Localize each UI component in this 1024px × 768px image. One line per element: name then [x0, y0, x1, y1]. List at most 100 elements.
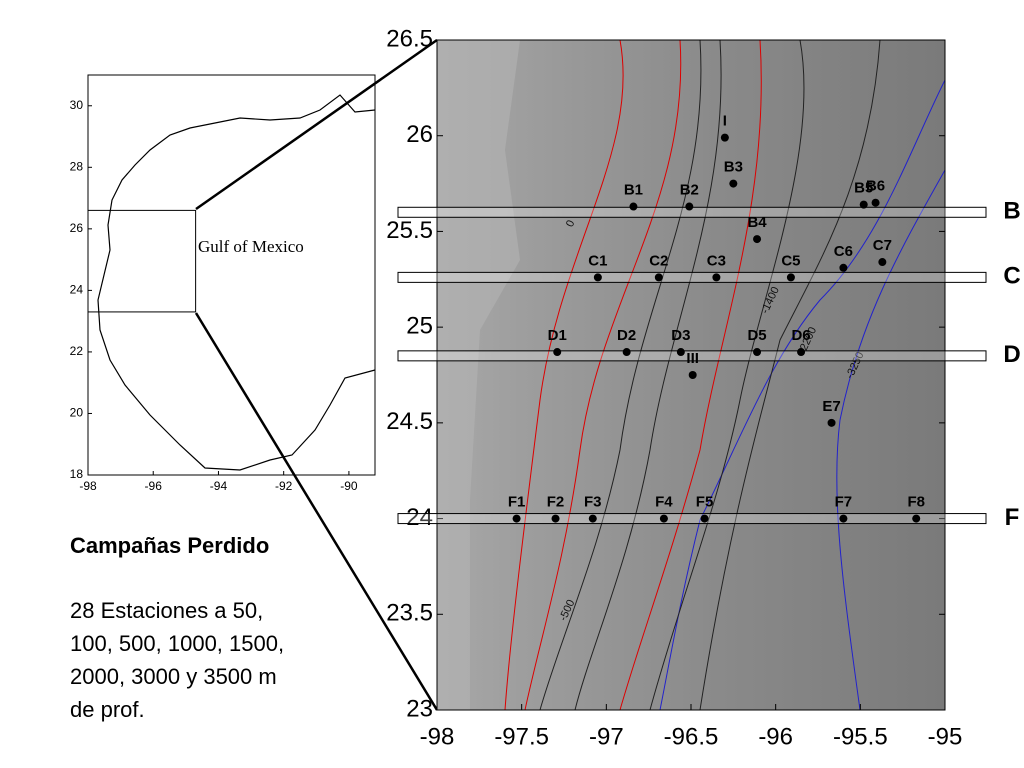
contour [699, 40, 881, 710]
station-label: F1 [508, 494, 526, 511]
x-tick-label: -94 [210, 479, 228, 493]
station-label: D1 [548, 327, 567, 344]
station [688, 371, 697, 379]
y-tick-label: 25.5 [386, 217, 433, 244]
station [720, 133, 729, 142]
station [729, 179, 738, 188]
station [685, 202, 694, 211]
transect-label: B [1003, 198, 1020, 225]
station-label: III [686, 350, 699, 367]
station-label: B1 [624, 182, 643, 199]
zoom-line [194, 312, 439, 711]
station [654, 273, 663, 282]
y-tick-label: 25 [406, 312, 433, 339]
station-label: D2 [617, 327, 636, 344]
transect [397, 513, 987, 525]
station [827, 418, 836, 427]
station [593, 273, 602, 282]
x-tick-label: -95.5 [833, 723, 888, 750]
station [712, 273, 721, 282]
station [551, 514, 560, 523]
station-label: F2 [547, 494, 565, 511]
zoom-line [195, 38, 438, 211]
station-label: F3 [584, 494, 602, 511]
station-label: B4 [747, 214, 767, 231]
station-label: C3 [707, 252, 726, 269]
y-tick-label: 22 [70, 344, 84, 358]
station [629, 202, 638, 211]
station-label: B5 [854, 180, 873, 197]
transect-label: C [1003, 263, 1020, 290]
station [753, 348, 762, 357]
x-tick-label: -90 [340, 479, 358, 493]
coastline [97, 94, 376, 471]
x-tick-label: -96 [758, 723, 793, 750]
station [588, 514, 597, 523]
y-tick-label: 23 [406, 695, 433, 722]
contour [836, 169, 945, 710]
y-tick-label: 23.5 [386, 600, 433, 627]
station-label: I [723, 113, 727, 130]
station-label: C2 [649, 252, 668, 269]
transect-label: D [1003, 341, 1020, 368]
station [786, 273, 795, 282]
station-label: C5 [781, 252, 800, 269]
x-tick-label: -96.5 [664, 723, 719, 750]
contour-label: 0 [564, 218, 577, 229]
y-tick-label: 30 [70, 98, 84, 112]
station [659, 514, 668, 523]
x-tick-label: -97.5 [494, 723, 549, 750]
y-tick-label: 26 [406, 121, 433, 148]
y-tick-label: 26.5 [386, 25, 433, 52]
y-tick-label: 26 [70, 221, 84, 235]
station-label: C6 [834, 243, 853, 260]
station [797, 348, 806, 357]
x-tick-label: -95 [928, 723, 963, 750]
station-label: F5 [696, 494, 714, 511]
station-label: F4 [655, 494, 673, 511]
station-label: D3 [671, 327, 690, 344]
y-tick-label: 24 [406, 504, 433, 531]
station-label: E7 [822, 398, 840, 415]
caption-title: Campañas Perdido [70, 533, 269, 558]
caption-line: 2000, 3000 y 3500 m [70, 664, 277, 689]
contour [539, 40, 702, 710]
station [700, 514, 709, 523]
station [553, 348, 562, 357]
transect-label: F [1005, 504, 1020, 531]
caption-line: 100, 500, 1000, 1500, [70, 631, 284, 656]
x-tick-label: -97 [589, 723, 624, 750]
station-label: C1 [588, 252, 607, 269]
station [676, 348, 685, 357]
x-tick-label: -98 [420, 723, 455, 750]
station [871, 198, 880, 207]
station [839, 514, 848, 523]
x-tick-label: -98 [79, 479, 97, 493]
contour [649, 40, 805, 710]
station [878, 258, 887, 267]
caption-line: de prof. [70, 697, 145, 722]
station [622, 348, 631, 357]
inset-label: Gulf of Mexico [198, 237, 304, 256]
y-tick-label: 18 [70, 467, 84, 481]
station-label: F7 [835, 494, 853, 511]
station [859, 200, 868, 209]
station-label: B2 [680, 182, 699, 199]
x-tick-label: -92 [275, 479, 293, 493]
station [753, 235, 762, 244]
caption-line: 28 Estaciones a 50, [70, 598, 263, 623]
station-label: D6 [791, 327, 810, 344]
station-label: C7 [873, 237, 892, 254]
station [912, 514, 921, 523]
study-region [87, 209, 197, 313]
y-tick-label: 20 [70, 406, 84, 420]
x-tick-label: -96 [145, 479, 163, 493]
inset-frame [87, 74, 376, 476]
transect [397, 271, 987, 283]
contour [524, 40, 682, 710]
contour [504, 40, 624, 710]
station-label: B6 [866, 178, 885, 195]
station [839, 263, 848, 272]
